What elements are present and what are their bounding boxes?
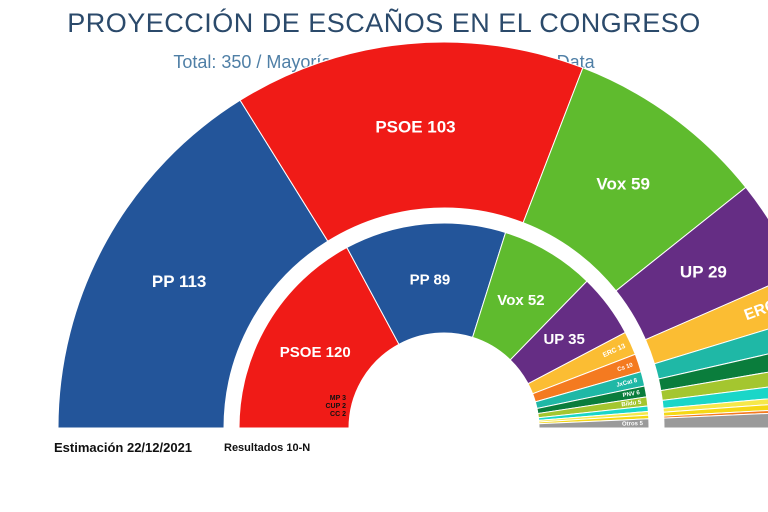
outer-seat-slice-psoe [239,41,584,242]
outer-seat-slice-otros [663,412,768,429]
inner-seat-label-cup: CUP 2 [326,403,347,410]
outer-seat-label-pp: PP 113 [152,272,207,291]
inner-ring-caption: Resultados 10-N [224,442,311,454]
inner-seat-slice-otros [538,418,650,429]
outer-seat-label-up: UP 29 [680,262,727,281]
inner-seat-label-psoe: PSOE 120 [280,344,351,361]
chart-title: PROYECCIÓN DE ESCAÑOS EN EL CONGRESO [67,8,701,38]
outer-seat-slice-up [615,186,768,341]
inner-seat-label-pnv: PNV 6 [622,390,641,399]
inner-seat-label-up: UP 35 [543,331,584,348]
outer-seat-label-psoe: PSOE 103 [375,117,455,136]
inner-seat-label-otros: Otros 5 [622,421,644,427]
inner-seat-label-jxcat: JxCat 8 [616,378,639,389]
inner-seat-label-bildu: Bildu 5 [621,400,642,409]
outer-seat-slice-pp [57,99,329,429]
outer-ring-caption: Estimación 22/12/2021 [54,440,193,455]
inner-seat-slice-psoe [238,246,400,429]
inner-seat-label-pp: PP 89 [410,272,451,289]
inner-seat-label-cc: CC 2 [330,411,346,418]
outer-seat-label-vox: Vox 59 [596,175,650,194]
inner-seat-label-cs: Cs 10 [617,362,635,373]
inner-seat-label-mp: MP 3 [330,395,346,402]
inner-seat-label-vox: Vox 52 [497,292,544,309]
